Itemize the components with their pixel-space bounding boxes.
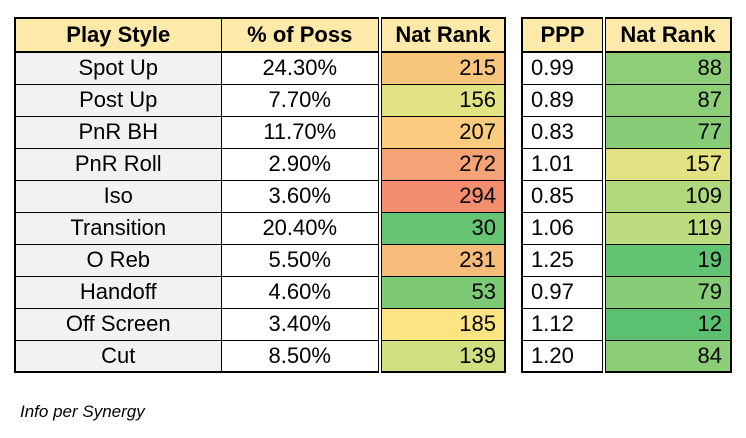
ppp-cell: 1.01 — [521, 147, 605, 181]
play-style-cell: PnR BH — [14, 115, 222, 149]
header-play-style: Play Style — [14, 17, 222, 53]
ppp-cell: 1.12 — [521, 307, 605, 341]
ppp-nat-rank-cell: 12 — [602, 307, 732, 341]
table-row: 0.97 79 — [521, 275, 732, 309]
header-nat-rank: Nat Rank — [378, 17, 506, 53]
table-row: Off Screen 3.40% 185 — [14, 307, 506, 341]
play-style-cell: Iso — [14, 179, 222, 213]
table-row: Cut 8.50% 139 — [14, 339, 506, 373]
ppp-cell: 0.97 — [521, 275, 605, 309]
ppp-nat-rank-cell: 109 — [602, 179, 732, 213]
header-ppp: PPP — [521, 17, 605, 53]
nat-rank-cell: 272 — [378, 147, 506, 181]
play-style-cell: Cut — [14, 339, 222, 373]
ppp-table: PPP Nat Rank 0.99 88 0.89 87 0.83 77 1.01 157 0.… — [521, 17, 732, 373]
nat-rank-cell: 185 — [378, 307, 506, 341]
table-row: O Reb 5.50% 231 — [14, 243, 506, 277]
table-row: 0.83 77 — [521, 115, 732, 149]
header-ppp-nat-rank: Nat Rank — [602, 17, 732, 53]
pct-poss-cell: 3.40% — [220, 307, 381, 341]
ppp-nat-rank-cell: 77 — [602, 115, 732, 149]
pct-poss-cell: 7.70% — [220, 83, 381, 117]
nat-rank-cell: 156 — [378, 83, 506, 117]
nat-rank-cell: 231 — [378, 243, 506, 277]
header-row: Play Style % of Poss Nat Rank — [14, 17, 506, 53]
ppp-nat-rank-cell: 19 — [602, 243, 732, 277]
table-row: Post Up 7.70% 156 — [14, 83, 506, 117]
table-row: Transition 20.40% 30 — [14, 211, 506, 245]
play-style-cell: O Reb — [14, 243, 222, 277]
ppp-cell: 1.25 — [521, 243, 605, 277]
play-style-cell: Spot Up — [14, 51, 222, 85]
pct-poss-cell: 5.50% — [220, 243, 381, 277]
nat-rank-cell: 53 — [378, 275, 506, 309]
table-row: Handoff 4.60% 53 — [14, 275, 506, 309]
table-row: 0.99 88 — [521, 51, 732, 85]
nat-rank-cell: 139 — [378, 339, 506, 373]
ppp-cell: 0.89 — [521, 83, 605, 117]
table-row: 0.85 109 — [521, 179, 732, 213]
ppp-cell: 0.99 — [521, 51, 605, 85]
ppp-nat-rank-cell: 119 — [602, 211, 732, 245]
pct-poss-cell: 3.60% — [220, 179, 381, 213]
ppp-nat-rank-cell: 79 — [602, 275, 732, 309]
table-row: 0.89 87 — [521, 83, 732, 117]
play-style-cell: Transition — [14, 211, 222, 245]
table-row: 1.20 84 — [521, 339, 732, 373]
pct-poss-cell: 4.60% — [220, 275, 381, 309]
pct-poss-cell: 20.40% — [220, 211, 381, 245]
play-style-cell: Off Screen — [14, 307, 222, 341]
play-style-table: Play Style % of Poss Nat Rank Spot Up 24.… — [14, 17, 506, 373]
table-row: Spot Up 24.30% 215 — [14, 51, 506, 85]
footnote: Info per Synergy — [20, 402, 145, 421]
table-row: PnR BH 11.70% 207 — [14, 115, 506, 149]
pct-poss-cell: 24.30% — [220, 51, 381, 85]
header-pct-poss: % of Poss — [220, 17, 381, 53]
ppp-nat-rank-cell: 84 — [602, 339, 732, 373]
nat-rank-cell: 30 — [378, 211, 506, 245]
nat-rank-cell: 207 — [378, 115, 506, 149]
nat-rank-cell: 294 — [378, 179, 506, 213]
ppp-nat-rank-cell: 87 — [602, 83, 732, 117]
table-row: PnR Roll 2.90% 272 — [14, 147, 506, 181]
play-style-cell: PnR Roll — [14, 147, 222, 181]
pct-poss-cell: 8.50% — [220, 339, 381, 373]
ppp-cell: 0.85 — [521, 179, 605, 213]
nat-rank-cell: 215 — [378, 51, 506, 85]
table-row: 1.06 119 — [521, 211, 732, 245]
ppp-cell: 1.20 — [521, 339, 605, 373]
pct-poss-cell: 11.70% — [220, 115, 381, 149]
play-style-cell: Post Up — [14, 83, 222, 117]
table-row: 1.01 157 — [521, 147, 732, 181]
table-row: 1.12 12 — [521, 307, 732, 341]
table-row: 1.25 19 — [521, 243, 732, 277]
ppp-cell: 1.06 — [521, 211, 605, 245]
ppp-cell: 0.83 — [521, 115, 605, 149]
ppp-nat-rank-cell: 88 — [602, 51, 732, 85]
ppp-nat-rank-cell: 157 — [602, 147, 732, 181]
play-style-cell: Handoff — [14, 275, 222, 309]
header-row: PPP Nat Rank — [521, 17, 732, 53]
pct-poss-cell: 2.90% — [220, 147, 381, 181]
table-row: Iso 3.60% 294 — [14, 179, 506, 213]
